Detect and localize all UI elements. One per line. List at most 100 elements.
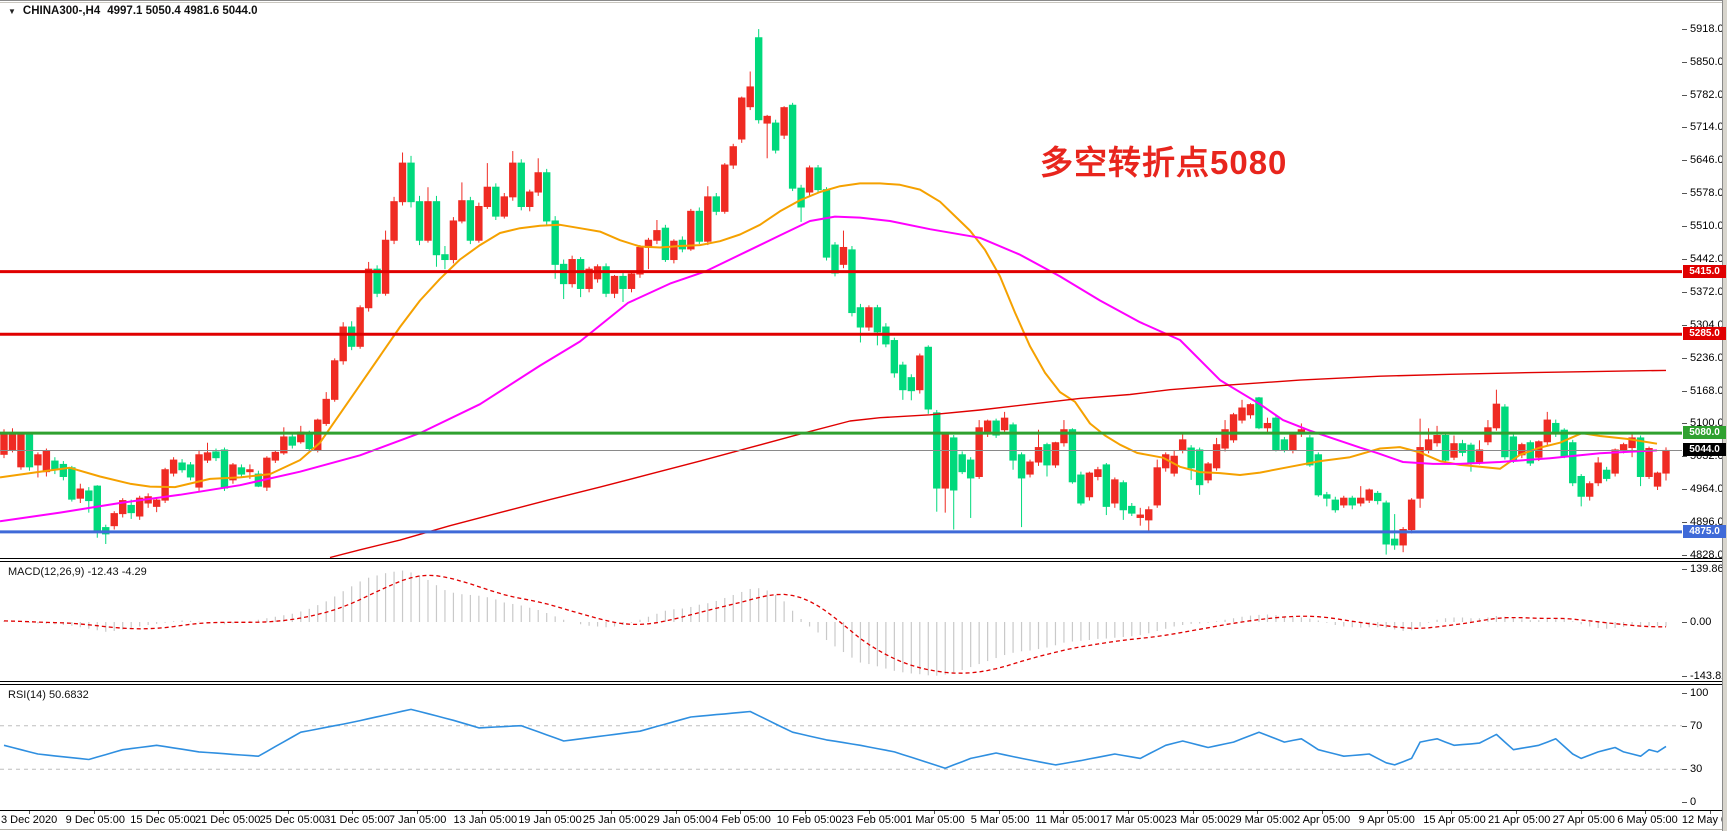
candle-body: [585, 268, 593, 289]
candle-body: [738, 97, 746, 140]
rsi-panel-separator-a[interactable]: [0, 681, 1727, 682]
candle-body: [1323, 494, 1331, 499]
candle-body: [746, 86, 754, 108]
candle-body: [1187, 447, 1195, 469]
candle-body: [356, 307, 364, 347]
candle-body: [110, 513, 118, 527]
price-scale-tick: [1682, 521, 1687, 523]
candle-body: [542, 172, 551, 222]
price-scale-tick: [1682, 325, 1687, 327]
macd-panel-separator-b[interactable]: [0, 561, 1727, 562]
candle-body: [415, 201, 424, 241]
price-tick-label: 4896.0: [1690, 515, 1724, 528]
candle-body: [1340, 497, 1348, 506]
date-label: 21 Apr 05:00: [1487, 814, 1551, 826]
candle-body: [509, 162, 517, 198]
candle-body: [51, 460, 59, 470]
macd-tick-label: 139.86: [1690, 563, 1724, 576]
rsi-panel-separator-b[interactable]: [0, 684, 1727, 685]
candle-body: [212, 451, 220, 459]
candle-body: [1034, 447, 1043, 463]
candle-body: [237, 467, 246, 475]
candle-body: [1382, 502, 1390, 545]
candle-body: [59, 463, 68, 477]
candle-body: [1026, 461, 1034, 475]
candle-body: [1509, 436, 1518, 461]
candle-body: [890, 340, 899, 374]
candle-body: [42, 450, 51, 473]
candle-body: [407, 162, 415, 203]
date-label: 23 Mar 05:00: [1164, 814, 1230, 826]
candle-body: [119, 500, 127, 515]
time-scale-tick: [158, 810, 160, 814]
time-scale-tick: [1709, 810, 1711, 814]
candle-body: [1399, 529, 1407, 546]
candle-body: [1645, 448, 1653, 477]
time-scale-tick: [481, 810, 483, 814]
candle-body: [848, 249, 856, 314]
candle-body: [271, 451, 280, 461]
candle-body: [831, 244, 839, 274]
candle-body: [424, 201, 432, 241]
candle-body: [950, 437, 958, 491]
macd-scale-tick: [1682, 676, 1687, 677]
candle-body: [432, 201, 441, 256]
candle-body: [1365, 489, 1373, 501]
symbol-dropdown-arrow-icon[interactable]: ▼: [8, 6, 16, 16]
time-scale-tick: [93, 810, 95, 814]
candle-body: [1441, 435, 1450, 461]
date-label: 19 Jan 05:00: [518, 814, 582, 826]
candle-body: [1246, 404, 1255, 416]
candle-body: [381, 239, 390, 294]
candle-body: [958, 454, 966, 473]
candle-body: [1119, 482, 1128, 511]
macd-panel-separator-a[interactable]: [0, 558, 1727, 559]
mid-ma-line: [0, 215, 1658, 523]
date-label: 25 Dec 05:00: [259, 814, 326, 826]
candle-body: [390, 201, 398, 241]
date-label: 29 Mar 05:00: [1229, 814, 1295, 826]
candle-body: [127, 504, 135, 514]
chart-annotation-text: 多空转折点5080: [1040, 144, 1288, 181]
price-tick-label: 5372.0: [1690, 286, 1724, 299]
price-scale-tick: [1682, 554, 1687, 556]
candles-layer: [0, 29, 1670, 555]
time-scale-tick: [1451, 810, 1453, 814]
candle-body: [983, 420, 992, 434]
candle-body: [1085, 472, 1094, 498]
candle-body: [661, 227, 670, 261]
rsi-scale-tick: [1682, 693, 1687, 694]
date-label: 6 May 05:00: [1617, 814, 1678, 826]
time-scale-tick: [1128, 810, 1130, 814]
current-price-badge: 5044.0: [1683, 443, 1726, 457]
price-scale-tick: [1682, 192, 1687, 194]
price-scale-tick: [1682, 456, 1687, 458]
candle-body: [559, 263, 568, 285]
candle-body: [34, 454, 42, 466]
date-label: 9 Dec 05:00: [65, 814, 125, 826]
rsi-indicator-pane[interactable]: [0, 685, 1682, 810]
fast-ma-line: [0, 182, 1658, 489]
rsi-scale-tick: [1682, 725, 1687, 727]
candle-body: [1280, 439, 1289, 451]
candle-body: [1195, 449, 1204, 486]
price-tick-label: 5442.0: [1690, 252, 1724, 265]
price-scale-tick: [1682, 489, 1687, 491]
macd-scale-tick: [1682, 622, 1687, 623]
date-label: 15 Apr 05:00: [1423, 814, 1486, 826]
date-label: 29 Jan 05:00: [647, 814, 712, 826]
candle-body: [1238, 407, 1246, 421]
date-label: 13 Jan 05:00: [453, 814, 518, 826]
candle-body: [364, 268, 373, 309]
candle-body: [975, 427, 983, 477]
level-price-badge: 4875.0: [1683, 524, 1726, 538]
candle-body: [161, 469, 169, 501]
macd-indicator-pane[interactable]: [0, 562, 1682, 681]
price-scale-tick: [1682, 292, 1687, 294]
candle-body: [763, 115, 771, 124]
candle-body: [1221, 429, 1229, 449]
candle-body: [1306, 437, 1314, 466]
candle-body: [1060, 429, 1068, 444]
price-chart-pane[interactable]: [0, 0, 1682, 558]
candle-body: [229, 464, 237, 481]
